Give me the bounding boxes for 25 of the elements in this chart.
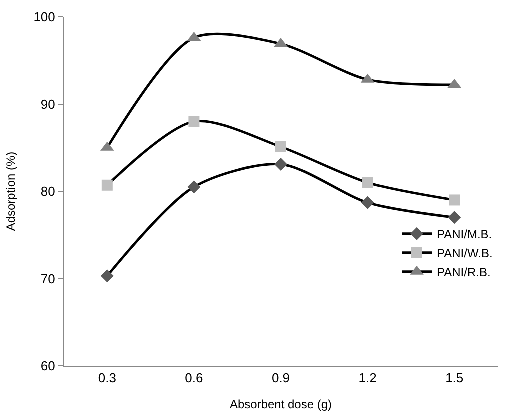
point [276,142,286,152]
legend-label: PANI/M.B. [437,228,492,242]
x-tick-label: 0.9 [272,370,290,386]
y-tick-label: 100 [34,10,56,25]
point [188,180,201,194]
x-tick-label: 0.3 [98,370,116,386]
x-tick-label: 1.2 [358,370,377,386]
x-tick-label: 1.5 [446,370,464,386]
point [102,180,113,191]
point [100,270,114,283]
x-axis-title: Absorbent dose (g) [230,398,332,412]
point [448,211,462,224]
y-tick-label: 70 [40,271,56,286]
y-axis-title: Adsorption (%) [4,152,18,232]
x-tick-label: 0.6 [185,370,204,386]
point [362,177,374,188]
point [361,196,374,210]
y-tick-label: 80 [40,184,56,200]
point [274,158,288,171]
legend-label: PANI/W.B. [437,246,493,261]
legend-label: PANI/R.B. [437,266,491,280]
y-tick-label: 60 [40,358,56,374]
point [449,194,460,206]
y-tick-label: 90 [40,96,56,112]
point [188,116,200,128]
